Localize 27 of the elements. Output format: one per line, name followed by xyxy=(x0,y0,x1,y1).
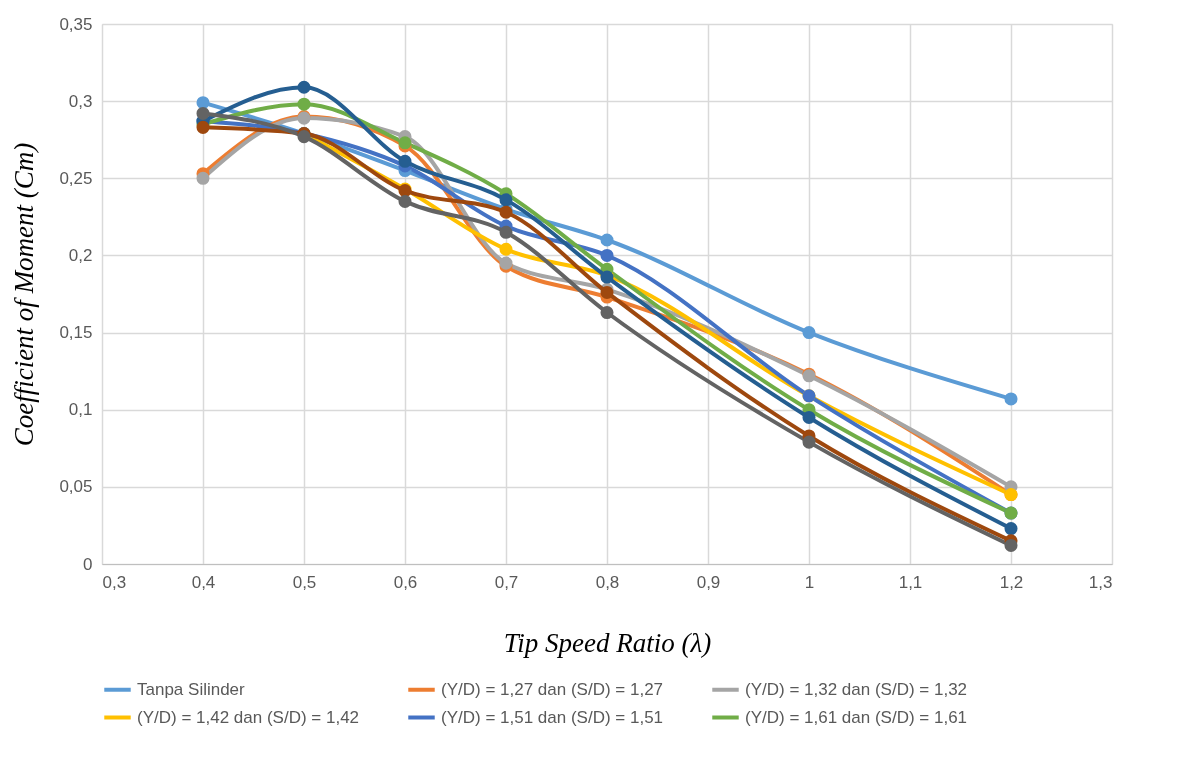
x-tick-label: 0,9 xyxy=(696,572,721,592)
y-tick-label: 0,1 xyxy=(68,400,93,420)
y-tick-label: 0,25 xyxy=(59,168,93,188)
legend-label: (Y/D) = 1,51 dan (S/D) = 1,51 xyxy=(441,707,664,727)
y-tick-label: 0,2 xyxy=(68,245,93,265)
y-tick-label: 0,35 xyxy=(59,14,93,34)
y-tick-label: 0,15 xyxy=(59,323,93,343)
legend-label: (Y/D) = 1,32 dan (S/D) = 1,32 xyxy=(745,679,968,699)
x-tick-label: 0,7 xyxy=(494,572,519,592)
x-tick-label: 1 xyxy=(804,572,815,592)
x-tick-label: 0,8 xyxy=(595,572,620,592)
legend-label: Tanpa Silinder xyxy=(137,679,246,699)
x-tick-label: 0,4 xyxy=(191,572,216,592)
x-tick-label: 0,3 xyxy=(102,572,127,592)
y-tick-label: 0 xyxy=(83,554,93,574)
x-axis-title: Tip Speed Ratio (λ) xyxy=(503,627,712,658)
x-tick-label: 1,1 xyxy=(898,572,923,592)
y-tick-label: 0,3 xyxy=(68,91,93,111)
y-axis-title: Coefficient of Moment (Cm) xyxy=(9,142,40,447)
legend-label: (Y/D) = 1,61 dan (S/D) = 1,61 xyxy=(745,707,968,727)
x-tick-label: 1,2 xyxy=(999,572,1024,592)
legend-label: (Y/D) = 1,42 dan (S/D) = 1,42 xyxy=(137,707,360,727)
x-tick-label: 1,3 xyxy=(1088,572,1113,592)
x-tick-label: 0,5 xyxy=(292,572,317,592)
y-tick-label: 0,05 xyxy=(59,477,93,497)
legend-label: (Y/D) = 1,27 dan (S/D) = 1,27 xyxy=(441,679,664,699)
x-tick-label: 0,6 xyxy=(393,572,418,592)
